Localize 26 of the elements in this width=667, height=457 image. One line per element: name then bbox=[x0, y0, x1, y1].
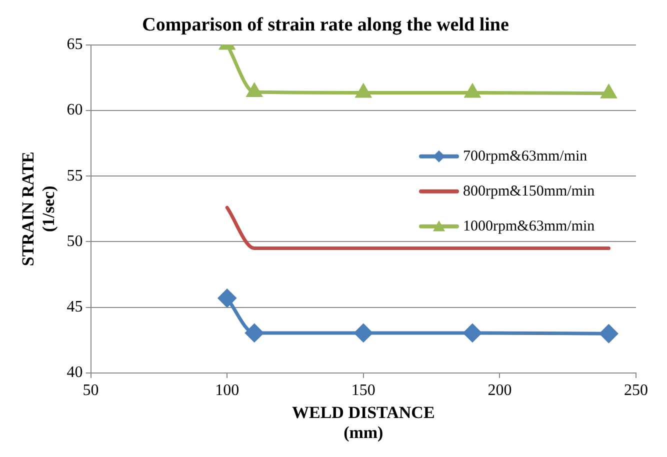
legend-label: 1000rpm&63mm/min bbox=[463, 218, 596, 234]
point bbox=[246, 82, 263, 98]
point bbox=[600, 84, 618, 98]
y-tick-label: 45 bbox=[66, 298, 83, 316]
point bbox=[464, 83, 481, 98]
y-tick-label: 55 bbox=[66, 167, 83, 184]
x-tick-label: 50 bbox=[82, 382, 99, 399]
legend-label: 700rpm&63mm/min bbox=[463, 148, 588, 164]
point bbox=[355, 83, 372, 98]
x-tick-label: 100 bbox=[215, 382, 240, 399]
x-tick-label: 250 bbox=[624, 382, 648, 399]
x-tick-label: 150 bbox=[351, 382, 376, 399]
point bbox=[462, 323, 482, 342]
x-axis-title: WELD DISTANCE (mm) bbox=[292, 402, 435, 442]
x-tick-label: 200 bbox=[488, 382, 512, 399]
y-tick-label: 50 bbox=[66, 232, 83, 250]
point bbox=[218, 288, 237, 308]
point bbox=[599, 324, 618, 344]
y-axis-title: STRAIN RATE (1/sec) bbox=[18, 152, 58, 266]
y-tick-label: 40 bbox=[66, 364, 83, 382]
legend-label: 800rpm&150mm/min bbox=[463, 183, 596, 200]
y-tick-label: 60 bbox=[66, 102, 83, 119]
chart-title: Comparison of strain rate along the weld line bbox=[142, 14, 509, 36]
point bbox=[354, 323, 373, 342]
point bbox=[244, 323, 264, 342]
y-tick-label: 65 bbox=[66, 36, 83, 54]
